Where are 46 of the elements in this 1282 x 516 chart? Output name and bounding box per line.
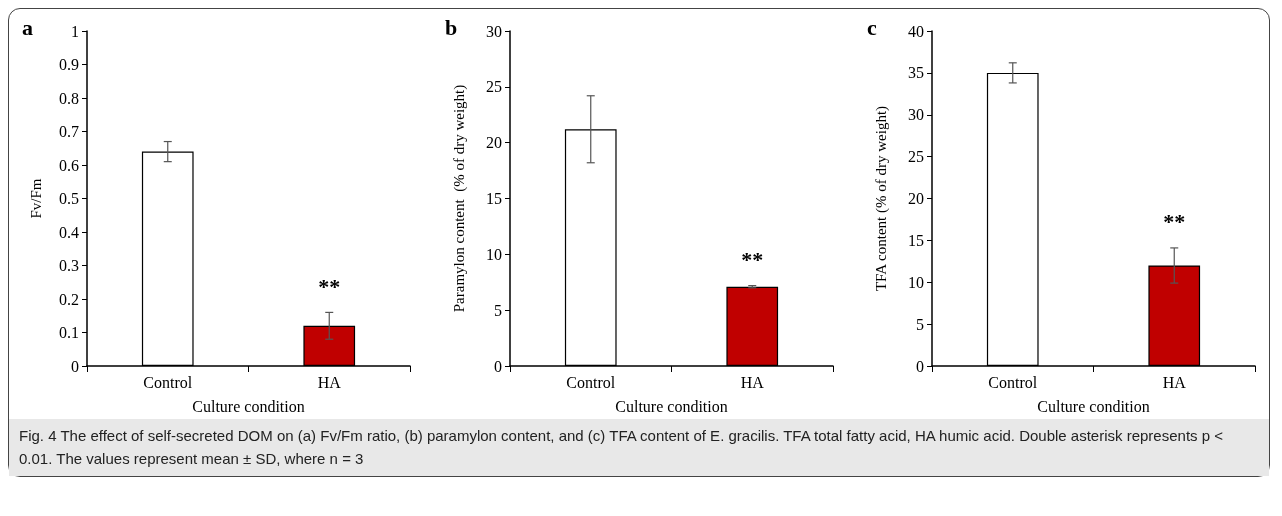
x-axis-title: Culture condition <box>614 397 728 415</box>
y-tick-label: 20 <box>908 190 924 207</box>
y-tick-label: 5 <box>916 315 924 333</box>
y-tick-label: 0.9 <box>59 56 79 73</box>
y-axis-title: TFA content (% of dry weight) <box>872 105 890 292</box>
y-tick-label: 0 <box>916 357 924 375</box>
y-tick-label: 0.8 <box>59 89 79 107</box>
y-tick-label: 40 <box>908 22 924 40</box>
chart-title: b <box>444 14 457 40</box>
y-tick-label: 0.5 <box>59 190 79 207</box>
y-tick-label: 0.3 <box>59 257 79 274</box>
y-tick-label: 10 <box>485 245 502 263</box>
y-tick-label: 0.1 <box>59 324 79 341</box>
y-tick-label: 20 <box>485 134 502 152</box>
x-tick-label: HA <box>1162 373 1187 391</box>
y-tick-label: 0.4 <box>59 223 79 241</box>
y-tick-label: 15 <box>908 231 924 249</box>
caption: Fig. 4 The effect of self-secreted DOM on (a) Fv/Fm ratio, (b) paramylon content, and (c) TFA content of E. gracilis. TFA total fatty acid, HA humic acid. Double asterisk represents p < 0.01. The values represent mean ± SD, where n = 3 <box>19 426 1224 469</box>
x-tick-label: HA <box>317 373 342 391</box>
y-tick-label: 15 <box>485 190 502 207</box>
y-tick-label: 0 <box>493 357 502 375</box>
x-tick-label: Control <box>143 373 193 391</box>
y-tick-label: 5 <box>493 301 502 319</box>
annotation: ** <box>1163 209 1186 235</box>
x-tick-label: Control <box>988 373 1038 391</box>
annotation: ** <box>318 273 341 299</box>
y-tick-label: 25 <box>485 78 502 96</box>
x-axis-title: Culture condition <box>192 397 305 415</box>
x-tick-label: Control <box>565 373 616 391</box>
y-tick-label: 1 <box>71 22 79 40</box>
y-axis-title: Fv/Fm <box>27 178 44 219</box>
chart-title: c <box>867 14 877 40</box>
y-axis-title: Paramylon content (% of dry weight) <box>450 84 467 313</box>
y-tick-label: 0.7 <box>59 123 79 140</box>
y-tick-label: 0.6 <box>59 156 79 174</box>
y-tick-label: 35 <box>908 64 924 82</box>
x-axis-title: Culture condition <box>1037 397 1150 415</box>
y-tick-label: 30 <box>485 22 502 40</box>
y-tick-label: 10 <box>908 273 924 291</box>
x-tick-label: HA <box>740 373 764 391</box>
y-tick-label: 25 <box>908 148 924 166</box>
annotation: ** <box>740 247 763 273</box>
y-tick-label: 0.2 <box>59 290 79 308</box>
chart-title: a <box>22 14 33 40</box>
y-tick-label: 30 <box>908 106 924 124</box>
y-tick-label: 0 <box>71 357 79 375</box>
